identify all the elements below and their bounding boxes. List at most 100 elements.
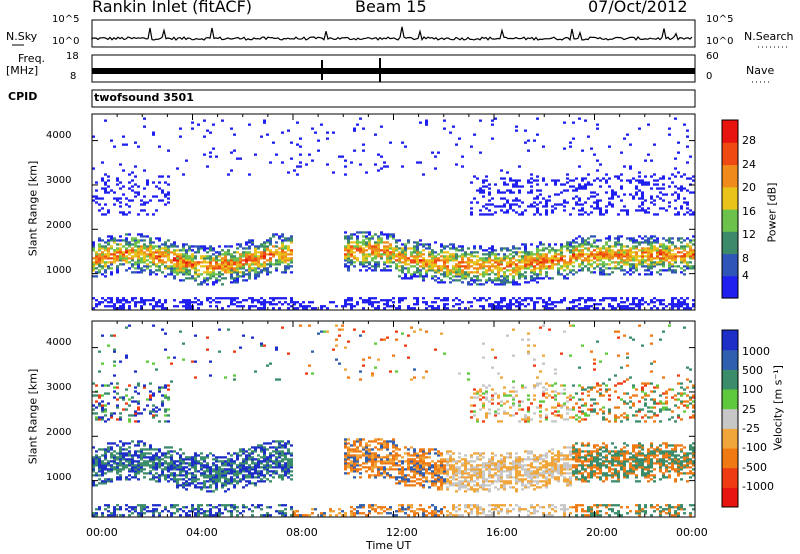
power-cell [104, 271, 107, 274]
power-cell [269, 265, 272, 268]
power-cell [623, 269, 626, 272]
power-cell [662, 253, 665, 256]
power-cell [560, 249, 563, 252]
power-cell [572, 207, 575, 210]
power-cell [470, 301, 473, 304]
power-cell [620, 265, 623, 268]
power-cell [557, 273, 560, 276]
velocity-cell [290, 460, 293, 463]
power-cell [575, 189, 578, 192]
velocity-cell [215, 468, 218, 471]
power-cell [680, 245, 683, 248]
velocity-cell [245, 458, 248, 461]
power-cell [272, 255, 275, 258]
power-cell [509, 269, 512, 272]
power-cell [533, 301, 536, 304]
power-cell [683, 259, 686, 262]
velocity-cell [104, 384, 107, 387]
power-cell [572, 239, 575, 242]
power-cell [542, 267, 545, 270]
power-cell [596, 201, 599, 204]
power-cell [293, 301, 296, 304]
power-cell [683, 253, 686, 256]
velocity-cell [164, 478, 167, 481]
power-cell [290, 253, 293, 256]
power-cell [362, 261, 365, 264]
power-cell [524, 267, 527, 270]
power-cell [539, 201, 542, 204]
power-cell [284, 255, 287, 258]
power-cell [485, 185, 488, 188]
velocity-cell [101, 512, 104, 515]
beam-title: Beam 15 [355, 0, 427, 16]
power-cell [386, 301, 389, 304]
velocity-cell [275, 446, 278, 449]
power-cell [638, 259, 641, 262]
velocity-cell [134, 506, 137, 509]
velocity-cell [116, 508, 119, 511]
power-cell [209, 249, 212, 252]
velocity-cell [167, 462, 170, 465]
power-cell [158, 145, 161, 148]
power-cell [467, 271, 470, 274]
power-cell [374, 251, 377, 254]
power-cell [95, 275, 98, 278]
velocity-cell [242, 468, 245, 471]
power-cell [641, 261, 644, 264]
power-cell [653, 261, 656, 264]
power-cell [155, 265, 158, 268]
power-cell [638, 171, 641, 174]
power-cell [599, 185, 602, 188]
power-cell [92, 195, 95, 198]
power-cell [554, 263, 557, 266]
power-cell [350, 249, 353, 252]
velocity-cell [179, 514, 182, 517]
power-cb-tick-8: 8 [742, 252, 749, 265]
velocity-cell [179, 462, 182, 465]
power-cell [254, 245, 257, 248]
power-cell [173, 253, 176, 256]
power-cell [620, 251, 623, 254]
power-cell [680, 257, 683, 260]
power-cell [167, 193, 170, 196]
power-cell [374, 307, 377, 310]
power-cell [446, 269, 449, 272]
power-cell [116, 301, 119, 304]
velocity-cell [122, 464, 125, 467]
velocity-cell [98, 460, 101, 463]
power-cell [209, 247, 212, 250]
velocity-cell [287, 448, 290, 451]
velocity-cell [119, 462, 122, 465]
power-cell [161, 305, 164, 308]
velocity-cell [251, 456, 254, 459]
velocity-cell [359, 454, 362, 457]
power-cell [362, 257, 365, 260]
velocity-cell [131, 456, 134, 459]
velocity-cell [209, 504, 212, 507]
velocity-cell [158, 450, 161, 453]
velocity-cell [269, 362, 272, 365]
velocity-cell [386, 454, 389, 457]
power-cell [251, 301, 254, 304]
velocity-cell [113, 506, 116, 509]
velocity-cell [155, 508, 158, 511]
power-cell [611, 307, 614, 310]
power-cell [632, 259, 635, 262]
velocity-cell [362, 504, 365, 507]
power-cell [629, 165, 632, 168]
velocity-cell [131, 414, 134, 417]
power-cell [497, 263, 500, 266]
power-cell [380, 249, 383, 252]
velocity-cell [242, 460, 245, 463]
power-cell [509, 263, 512, 266]
power-cell [500, 281, 503, 284]
power-cell [236, 251, 239, 254]
velocity-cell [290, 444, 293, 447]
power-cell [566, 273, 569, 276]
power-cell [674, 247, 677, 250]
power-cell [293, 169, 296, 172]
power-cell [614, 243, 617, 246]
velocity-cell [116, 468, 119, 471]
power-cell [557, 179, 560, 182]
power-cell [167, 249, 170, 252]
